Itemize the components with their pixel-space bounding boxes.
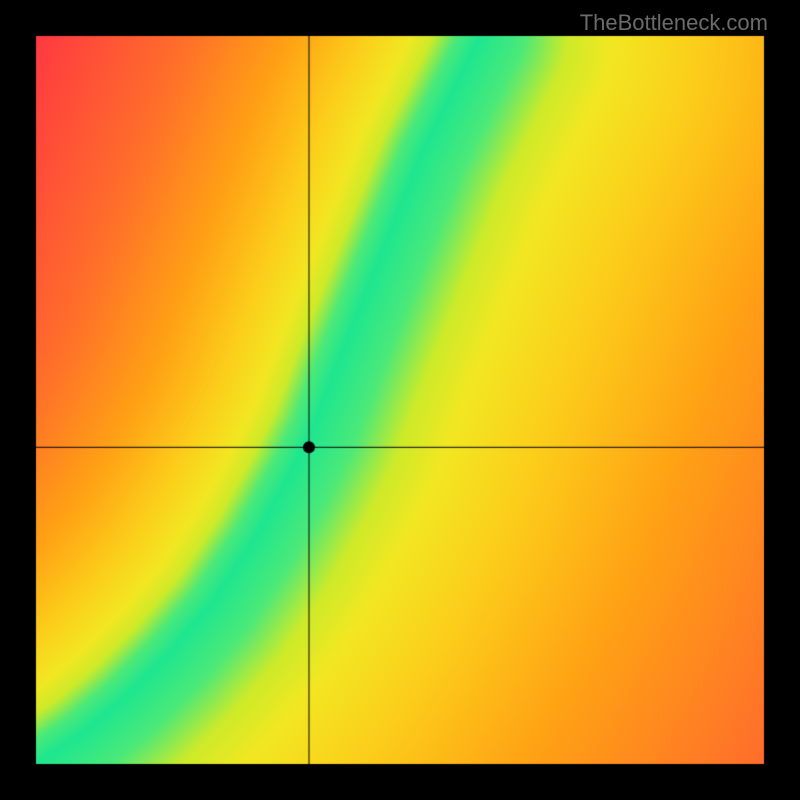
watermark-text: TheBottleneck.com xyxy=(580,10,768,36)
bottleneck-heatmap-canvas xyxy=(0,0,800,800)
bottleneck-heatmap-container: TheBottleneck.com xyxy=(0,0,800,800)
